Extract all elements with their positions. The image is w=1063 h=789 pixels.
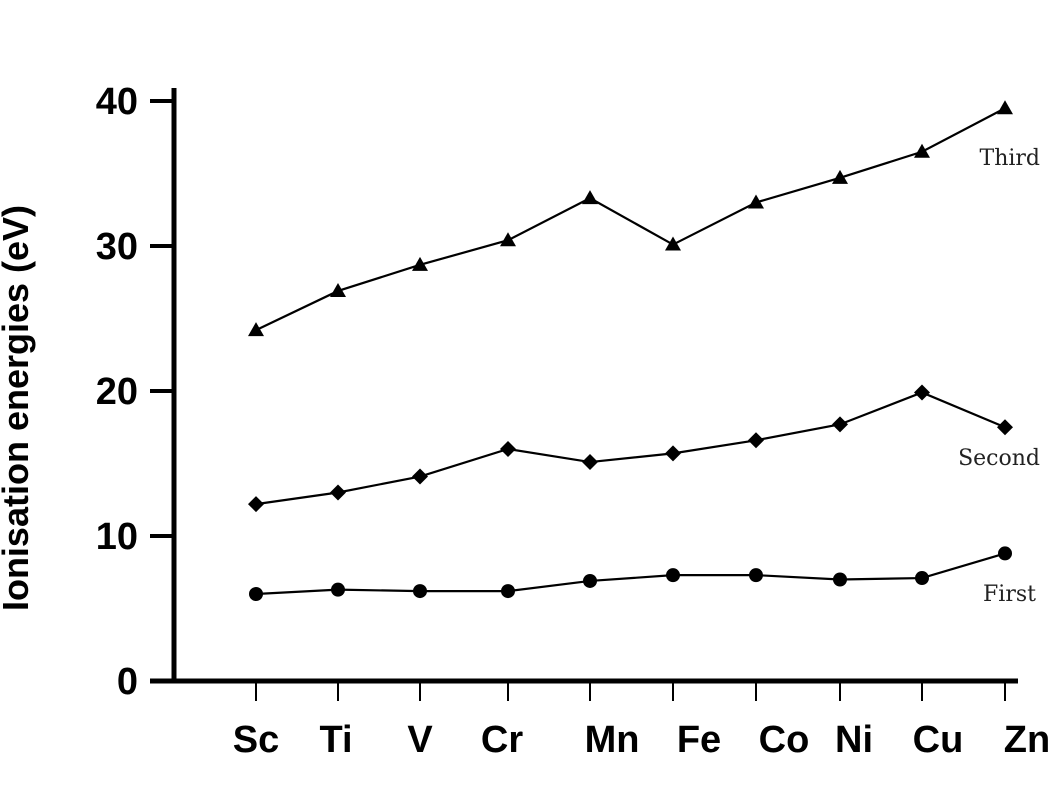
point-first-Ni [833,572,847,587]
series-label-second: Second [958,446,1040,471]
x-tick-label-Ti: Ti [319,719,352,761]
series-line-first [255,552,1006,596]
x-tick-label-Ni: Ni [835,719,873,761]
point-second-Ti [330,484,346,501]
point-third-Zn [997,100,1013,115]
point-second-V [412,468,428,485]
point-third-Sc [248,322,264,337]
point-second-Zn [997,419,1013,436]
y-tick-label-0: 0 [117,661,138,703]
series-label-third: Third [980,146,1040,171]
point-second-Cr [500,441,516,457]
series-second: Second [248,384,1040,513]
y-tick-label-40: 40 [96,81,138,123]
series-third: Third [248,100,1040,337]
x-tick-label-Fe: Fe [677,719,721,761]
point-first-Ti [331,582,345,597]
point-first-Cr [501,584,515,599]
point-third-Mn [582,190,598,205]
y-tick-label-30: 30 [96,226,138,268]
x-tick-label-Cu: Cu [913,719,964,761]
series-line-third [255,107,1006,332]
point-second-Mn [582,454,598,471]
point-third-Cr [500,232,516,247]
y-tick-label-10: 10 [96,516,138,558]
point-third-Ni [832,169,848,184]
point-first-Mn [583,573,597,588]
x-tick-label-V: V [407,719,433,761]
x-tick-label-Cr: Cr [481,719,523,761]
point-second-Co [748,432,764,449]
point-third-Co [748,194,764,209]
point-first-Co [749,568,763,583]
point-third-Cu [914,143,930,158]
series-line-second [255,391,1006,506]
x-tick-label-Co: Co [759,719,810,761]
point-third-Ti [330,282,346,297]
point-first-V [413,584,427,599]
point-third-Fe [665,236,681,251]
point-first-Fe [666,568,680,583]
point-second-Sc [248,496,264,513]
series-label-first: First [983,582,1036,607]
series-first: First [249,546,1036,607]
x-tick-label-Sc: Sc [233,719,279,761]
x-tick-label-Zn: Zn [1004,719,1050,761]
series-layer: Third Second First [248,100,1040,607]
point-second-Ni [832,416,848,433]
point-third-V [412,256,428,271]
y-tick-label-20: 20 [96,371,138,413]
point-second-Cu [914,384,930,401]
point-first-Sc [249,587,263,601]
point-first-Cu [915,571,929,586]
point-first-Zn [998,546,1012,561]
x-tick-label-Mn: Mn [585,719,640,761]
point-second-Fe [665,445,681,462]
axes: 0 10 20 30 40 Sc Ti V Cr Mn Fe Co Ni Cu Zn [96,81,1051,761]
y-axis-title: Ionisation energies (eV) [0,205,36,611]
